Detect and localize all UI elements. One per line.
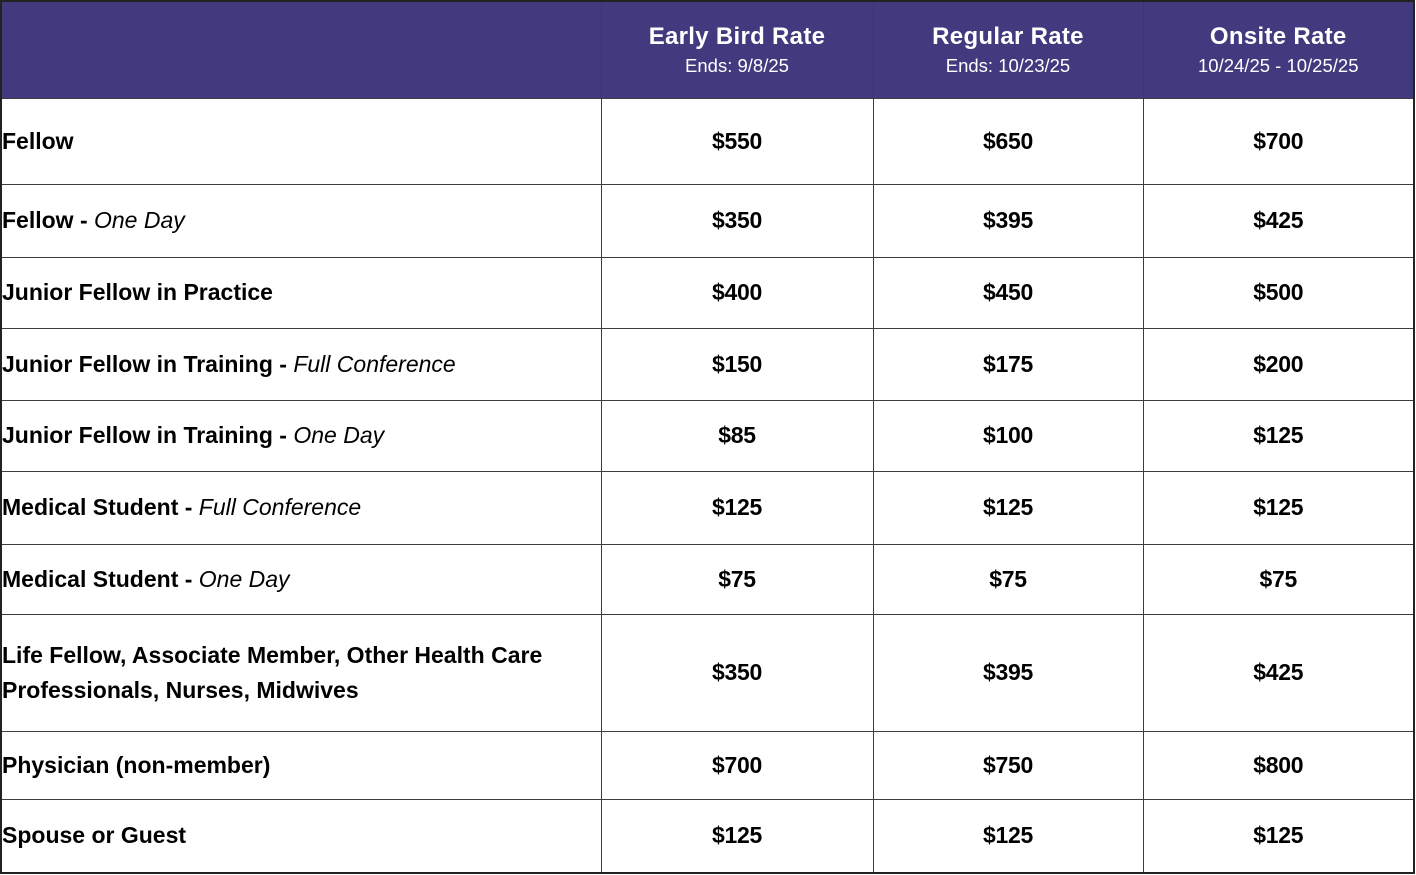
category-label-italic: Full Conference xyxy=(293,350,456,377)
category-cell: Junior Fellow in Training - Full Confere… xyxy=(0,327,602,401)
early-bird-price: $125 xyxy=(600,470,874,545)
category-label-italic: Full Conference xyxy=(198,494,362,520)
regular-price: $395 xyxy=(872,613,1144,732)
regular-subtitle: Ends: 10/23/25 xyxy=(945,54,1071,76)
header-cell-category xyxy=(0,0,602,99)
regular-price: $125 xyxy=(872,470,1144,545)
category-label: Junior Fellow in Practice xyxy=(2,279,273,305)
category-cell: Life Fellow, Associate Member, Other Hea… xyxy=(0,613,602,732)
category-label: Spouse or Guest xyxy=(2,822,187,849)
onsite-price: $500 xyxy=(1142,256,1415,329)
onsite-subtitle: 10/24/25 - 10/25/25 xyxy=(1198,54,1359,76)
early-bird-price: $700 xyxy=(600,730,874,800)
category-cell: Physician (non-member) xyxy=(0,730,602,800)
early-bird-price: $125 xyxy=(600,798,874,874)
table-body: Fellow $550 $650 $700 Fellow - One Day $… xyxy=(0,97,1415,874)
regular-price: $125 xyxy=(872,798,1144,874)
onsite-price: $800 xyxy=(1142,730,1415,800)
category-label: Junior Fellow in Training - xyxy=(2,422,294,448)
onsite-title: Onsite Rate xyxy=(1209,22,1347,50)
table-row: Physician (non-member) $700 $750 $800 xyxy=(0,730,1415,800)
table-row: Medical Student - Full Conference $125 $… xyxy=(0,470,1415,545)
early-bird-price: $400 xyxy=(600,256,874,329)
table-row: Spouse or Guest $125 $125 $125 xyxy=(0,798,1415,874)
category-label: Fellow - xyxy=(2,207,94,233)
early-bird-subtitle: Ends: 9/8/25 xyxy=(685,54,789,76)
header-cell-onsite: Onsite Rate 10/24/25 - 10/25/25 xyxy=(1142,0,1415,99)
early-bird-price: $85 xyxy=(600,399,874,472)
early-bird-price: $150 xyxy=(600,327,874,401)
table-row: Junior Fellow in Training - One Day $85 … xyxy=(0,399,1415,472)
category-cell: Medical Student - Full Conference xyxy=(0,470,602,545)
category-label-italic: One Day xyxy=(293,422,385,448)
early-bird-title: Early Bird Rate xyxy=(648,22,826,50)
category-cell: Fellow - One Day xyxy=(0,183,602,258)
category-cell: Spouse or Guest xyxy=(0,798,602,874)
category-label: Junior Fellow in Training - xyxy=(2,350,294,377)
table-row: Fellow - One Day $350 $395 $425 xyxy=(0,183,1415,258)
regular-price: $175 xyxy=(872,327,1144,401)
table-row: Fellow $550 $650 $700 xyxy=(0,97,1415,185)
category-label-italic: One Day xyxy=(94,207,185,233)
early-bird-price: $350 xyxy=(600,613,874,732)
table-row: Junior Fellow in Training - Full Confere… xyxy=(0,327,1415,401)
category-label: Physician (non-member) xyxy=(2,751,271,778)
category-cell: Junior Fellow in Training - One Day xyxy=(0,399,602,472)
onsite-price: $425 xyxy=(1142,183,1415,258)
header-row: Early Bird Rate Ends: 9/8/25 Regular Rat… xyxy=(0,0,1415,99)
early-bird-price: $350 xyxy=(600,183,874,258)
regular-price: $100 xyxy=(872,399,1144,472)
regular-price: $75 xyxy=(872,543,1144,615)
regular-price: $650 xyxy=(872,97,1144,185)
onsite-price: $425 xyxy=(1142,613,1415,732)
regular-price: $450 xyxy=(872,256,1144,329)
table-row: Life Fellow, Associate Member, Other Hea… xyxy=(0,613,1415,732)
regular-title: Regular Rate xyxy=(932,22,1084,50)
early-bird-price: $550 xyxy=(600,97,874,185)
category-label: Fellow xyxy=(2,127,74,154)
early-bird-price: $75 xyxy=(600,543,874,615)
category-cell: Medical Student - One Day xyxy=(0,543,602,615)
header-cell-regular: Regular Rate Ends: 10/23/25 xyxy=(872,0,1144,99)
category-label-italic: One Day xyxy=(198,565,290,592)
regular-price: $395 xyxy=(872,183,1144,258)
category-label: Medical Student - xyxy=(2,494,199,520)
category-cell: Fellow xyxy=(0,97,602,185)
onsite-price: $700 xyxy=(1142,97,1415,185)
onsite-price: $125 xyxy=(1142,470,1415,545)
onsite-price: $125 xyxy=(1142,399,1415,472)
table-row: Medical Student - One Day $75 $75 $75 xyxy=(0,543,1415,615)
category-label: Medical Student - xyxy=(2,565,199,592)
category-cell: Junior Fellow in Practice xyxy=(0,256,602,329)
table-header: Early Bird Rate Ends: 9/8/25 Regular Rat… xyxy=(0,0,1415,99)
table-row: Junior Fellow in Practice $400 $450 $500 xyxy=(0,256,1415,329)
onsite-price: $75 xyxy=(1142,543,1415,615)
regular-price: $750 xyxy=(872,730,1144,800)
header-cell-early-bird: Early Bird Rate Ends: 9/8/25 xyxy=(600,0,874,99)
onsite-price: $200 xyxy=(1142,327,1415,401)
onsite-price: $125 xyxy=(1142,798,1415,874)
category-label: Life Fellow, Associate Member, Other Hea… xyxy=(2,641,543,703)
